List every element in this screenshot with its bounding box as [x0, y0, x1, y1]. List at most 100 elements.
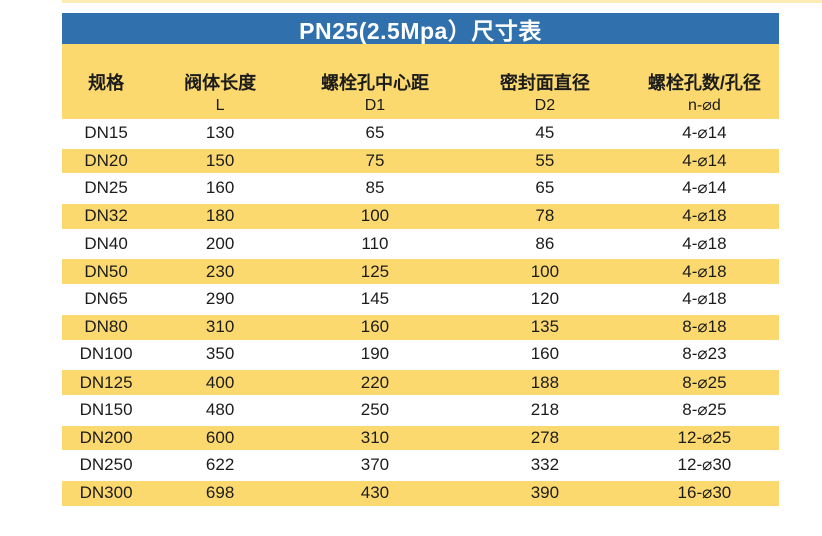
table-title-bar: PN25(2.5Mpa）尺寸表 [62, 13, 779, 44]
seal-diameter-cell: 120 [530, 288, 560, 308]
bolt-holes-cell: 4-⌀18 [682, 288, 727, 308]
bolt-holes-cell: 4-⌀18 [682, 233, 727, 253]
table-row-dn32: DN32 180 100 78 4-⌀18 [62, 202, 779, 230]
bolt-circle-cell: 220 [360, 372, 390, 392]
body-length-cell: 698 [205, 483, 235, 503]
spec-cell: DN32 [84, 206, 128, 226]
seal-diameter-cell: 188 [530, 372, 560, 392]
bolt-holes-cell: 4-⌀14 [682, 122, 727, 142]
column-label: 规格 [88, 73, 125, 93]
column-symbol: D1 [364, 97, 386, 114]
bolt-circle-cell: 110 [361, 233, 389, 253]
bolt-circle-cell: 100 [360, 206, 390, 226]
column-header-spec: 规格 [62, 71, 150, 116]
table-row-dn65: DN65 290 145 120 4-⌀18 [62, 285, 779, 313]
bolt-circle-cell: 125 [360, 261, 390, 281]
bolt-holes-cell: 8-⌀25 [682, 399, 727, 419]
body-length-cell: 400 [205, 372, 235, 392]
table-body: DN15 130 65 45 4-⌀14 DN20 150 75 55 4-⌀1… [62, 119, 779, 507]
spec-cell: DN200 [79, 427, 133, 447]
seal-diameter-cell: 160 [530, 344, 560, 364]
spec-cell: DN15 [84, 122, 128, 142]
column-label: 阀体长度 [184, 73, 257, 93]
body-length-cell: 622 [205, 455, 235, 475]
column-label: 螺栓孔数/孔径 [647, 73, 761, 93]
column-label: 密封面直径 [499, 73, 590, 93]
bolt-holes-cell: 8-⌀18 [682, 317, 727, 337]
column-header-bolt-holes: 螺栓孔数/孔径 n-⌀d [630, 71, 779, 116]
seal-diameter-cell: 332 [530, 455, 560, 475]
bolt-holes-cell: 4-⌀14 [682, 178, 727, 198]
body-length-cell: 180 [205, 206, 235, 226]
bolt-circle-cell: 75 [365, 151, 385, 171]
spec-cell: DN50 [84, 261, 128, 281]
bolt-holes-cell: 12-⌀30 [677, 455, 732, 475]
table-row-dn15: DN15 130 65 45 4-⌀14 [62, 119, 779, 147]
bolt-holes-cell: 4-⌀18 [682, 261, 727, 281]
spec-cell: DN300 [79, 483, 133, 503]
bolt-circle-cell: 65 [365, 122, 385, 142]
bolt-holes-cell: 8-⌀25 [682, 372, 727, 392]
bolt-circle-cell: 85 [365, 178, 385, 198]
top-accent-strip [62, 0, 822, 3]
spec-cell: DN65 [84, 288, 128, 308]
body-length-cell: 200 [205, 233, 235, 253]
table-title: PN25(2.5Mpa）尺寸表 [299, 17, 542, 44]
body-length-cell: 310 [205, 317, 235, 337]
table-row-dn80: DN80 310 160 135 8-⌀18 [62, 312, 779, 341]
spec-cell: DN125 [79, 372, 133, 392]
body-length-cell: 160 [205, 178, 235, 198]
spec-cell: DN150 [79, 399, 133, 419]
column-symbol: D2 [534, 97, 556, 114]
body-length-cell: 130 [205, 122, 235, 142]
table-row-dn250: DN250 622 370 332 12-⌀30 [62, 451, 779, 479]
bolt-holes-cell: 4-⌀18 [682, 206, 727, 226]
dimension-table: PN25(2.5Mpa）尺寸表 规格 阀体长度 L 螺栓孔中心距 D1 密封面直… [62, 13, 779, 507]
seal-diameter-cell: 65 [535, 178, 555, 198]
spec-cell: DN25 [84, 178, 128, 198]
column-symbol: L [215, 97, 225, 114]
seal-diameter-cell: 86 [535, 233, 555, 253]
bolt-circle-cell: 250 [360, 399, 390, 419]
table-row-dn150: DN150 480 250 218 8-⌀25 [62, 396, 779, 424]
seal-diameter-cell: 100 [530, 261, 560, 281]
bolt-circle-cell: 430 [360, 483, 390, 503]
table-header-row: 规格 阀体长度 L 螺栓孔中心距 D1 密封面直径 D2 螺栓孔数/孔径 n-⌀… [62, 44, 779, 119]
bolt-holes-cell: 8-⌀23 [682, 344, 727, 364]
bolt-circle-cell: 370 [360, 455, 390, 475]
body-length-cell: 150 [205, 151, 235, 171]
spec-cell: DN80 [84, 317, 128, 337]
body-length-cell: 480 [205, 399, 235, 419]
spec-cell: DN100 [79, 344, 133, 364]
body-length-cell: 600 [205, 427, 235, 447]
column-symbol [62, 95, 150, 116]
seal-diameter-cell: 135 [530, 317, 560, 337]
column-symbol: n-⌀d [688, 97, 721, 114]
table-row-dn200: DN200 600 310 278 12-⌀25 [62, 423, 779, 452]
column-header-body-length: 阀体长度 L [150, 71, 290, 116]
bolt-circle-cell: 190 [360, 344, 390, 364]
seal-diameter-cell: 278 [530, 427, 560, 447]
bolt-holes-cell: 4-⌀14 [682, 151, 727, 171]
seal-diameter-cell: 45 [535, 122, 555, 142]
body-length-cell: 350 [205, 344, 235, 364]
table-row-dn20: DN20 150 75 55 4-⌀14 [62, 146, 779, 175]
spec-cell: DN20 [84, 151, 128, 171]
table-row-dn25: DN25 160 85 65 4-⌀14 [62, 174, 779, 202]
body-length-cell: 290 [205, 288, 235, 308]
column-header-seal-diameter: 密封面直径 D2 [460, 71, 630, 116]
bolt-circle-cell: 145 [360, 288, 390, 308]
table-row-dn40: DN40 200 110 86 4-⌀18 [62, 230, 779, 258]
bolt-holes-cell: 16-⌀30 [677, 483, 732, 503]
body-length-cell: 230 [205, 261, 235, 281]
seal-diameter-cell: 218 [530, 399, 560, 419]
bolt-circle-cell: 310 [360, 427, 390, 447]
seal-diameter-cell: 55 [535, 151, 555, 171]
seal-diameter-cell: 390 [530, 483, 560, 503]
table-row-dn125: DN125 400 220 188 8-⌀25 [62, 368, 779, 396]
table-row-dn300: DN300 698 430 390 16-⌀30 [62, 478, 779, 507]
spec-cell: DN40 [84, 233, 128, 253]
table-row-dn100: DN100 350 190 160 8-⌀23 [62, 341, 779, 369]
spec-cell: DN250 [79, 455, 133, 475]
column-label: 螺栓孔中心距 [320, 73, 429, 93]
